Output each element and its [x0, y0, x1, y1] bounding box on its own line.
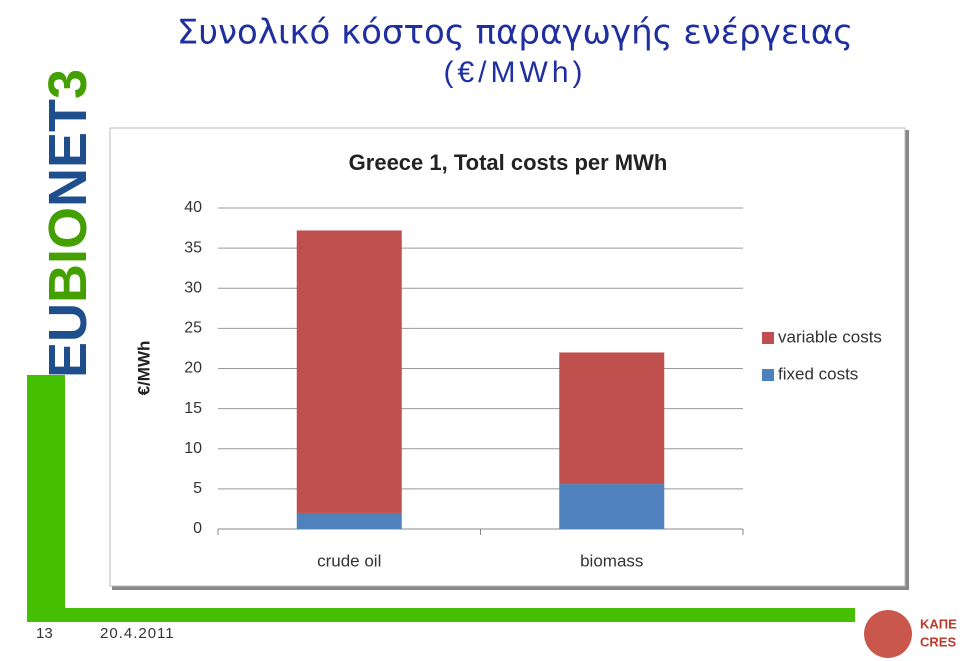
- logo-part: EU: [38, 303, 98, 378]
- green-band-vertical: [27, 375, 65, 622]
- legend-label: variable costs: [778, 327, 882, 346]
- partner-emblem: [864, 610, 912, 658]
- y-tick-label: 35: [184, 239, 202, 256]
- logo-part: BIO: [38, 207, 98, 303]
- logo-part: 3: [38, 69, 98, 99]
- legend-label: fixed costs: [778, 364, 858, 383]
- x-tick-label: crude oil: [317, 551, 381, 570]
- y-tick-label: 25: [184, 320, 202, 337]
- partner-logo-text: CRES: [920, 634, 956, 649]
- partner-logo-text: ΚΑΠΕ: [920, 616, 957, 631]
- green-band-horizontal: [27, 608, 855, 622]
- y-tick-label: 20: [184, 360, 202, 377]
- y-tick-label: 0: [193, 520, 202, 537]
- logo: EUBIONET3: [38, 69, 98, 378]
- chart-frame: [109, 127, 906, 587]
- y-tick-label: 40: [184, 199, 202, 216]
- date: 20.4.2011: [100, 625, 175, 642]
- y-tick-label: 30: [184, 279, 202, 296]
- y-axis-label: €/MWh: [134, 341, 153, 396]
- x-tick-label: biomass: [580, 551, 643, 570]
- legend-swatch: [762, 369, 774, 381]
- y-tick-label: 15: [184, 400, 202, 417]
- y-tick-label: 10: [184, 440, 202, 457]
- legend-swatch: [762, 332, 774, 344]
- bar-segment: [559, 352, 665, 485]
- bar-segment: [559, 484, 665, 529]
- slide-title: Συνολικό κόστος παραγωγής ενέργειας: [177, 13, 853, 53]
- chart-title: Greece 1, Total costs per MWh: [349, 150, 668, 175]
- logo-part: NET: [38, 99, 98, 207]
- y-tick-label: 5: [193, 480, 202, 497]
- bar-segment: [296, 512, 402, 529]
- bar-segment: [296, 230, 402, 513]
- page-number: 13: [36, 625, 53, 642]
- slide-subtitle: (€/MWh): [444, 56, 587, 89]
